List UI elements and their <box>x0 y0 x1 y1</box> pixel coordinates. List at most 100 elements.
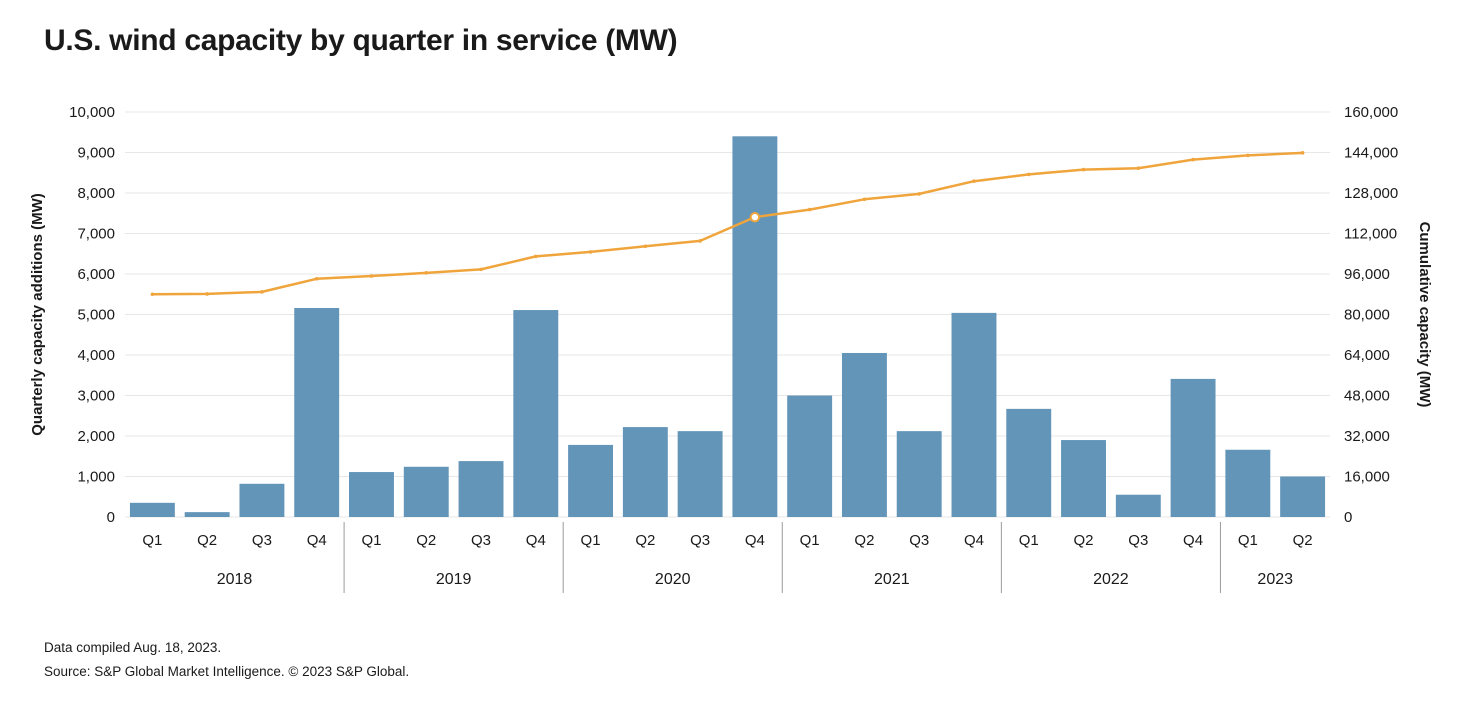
chart-canvas: 0 1,000 2,000 3,000 4,000 5,000 6,000 7,000 8,00… <box>29 104 1433 593</box>
bar-quarterly-additions <box>787 395 833 517</box>
bar-quarterly-additions <box>1115 494 1161 517</box>
footnote-compiled: Data compiled Aug. 18, 2023. <box>44 640 222 655</box>
right-axis-tick-label: 160,000 <box>1344 104 1398 121</box>
bar-quarterly-additions <box>951 312 997 517</box>
line-marker <box>1026 172 1031 177</box>
bar-quarterly-additions <box>1280 476 1326 517</box>
x-axis-quarter-label: Q1 <box>581 532 601 549</box>
line-marker <box>917 192 922 196</box>
line-marker <box>150 292 155 297</box>
line-marker <box>1081 167 1086 172</box>
x-axis-year-label: 2022 <box>1093 571 1129 588</box>
right-axis-tick-label: 96,000 <box>1344 266 1390 283</box>
left-axis-tick-label: 2,000 <box>77 428 115 445</box>
x-axis-quarter-label: Q3 <box>690 532 710 549</box>
line-marker <box>479 267 483 272</box>
line-highlight-marker <box>749 211 761 223</box>
bar-quarterly-additions <box>677 431 723 517</box>
x-axis-year-label: 2020 <box>655 571 691 588</box>
x-axis-quarter-label: Q2 <box>197 532 217 549</box>
x-axis-quarter-label: Q2 <box>416 532 436 549</box>
left-axis-tick-label: 10,000 <box>69 104 115 121</box>
line-marker <box>698 239 702 243</box>
bar-quarterly-additions <box>1061 440 1106 517</box>
bar-quarterly-additions <box>622 427 668 517</box>
bar-quarterly-additions <box>458 461 504 517</box>
left-axis-tick-label: 9,000 <box>77 145 115 162</box>
x-axis-quarter-label: Q3 <box>471 532 491 549</box>
right-axis-tick-label: 0 <box>1344 509 1352 526</box>
right-axis-tick-label: 16,000 <box>1344 469 1390 486</box>
x-axis-quarter-label: Q3 <box>1128 532 1148 549</box>
bar-quarterly-additions <box>1170 378 1216 517</box>
line-marker <box>424 271 429 275</box>
x-axis-quarter-label: Q4 <box>1183 532 1203 549</box>
right-axis-tick-label: 128,000 <box>1344 185 1398 202</box>
line-marker <box>1246 153 1250 158</box>
x-axis-year-label: 2021 <box>874 571 910 588</box>
line-marker <box>643 244 648 249</box>
bar-quarterly-additions <box>294 308 340 517</box>
x-axis-quarter-label: Q4 <box>964 532 984 549</box>
right-axis-tick-label: 64,000 <box>1344 347 1390 364</box>
x-axis-quarter-label: Q2 <box>1074 532 1094 549</box>
bar-quarterly-additions <box>568 444 614 517</box>
line-marker <box>369 274 374 278</box>
bar-quarterly-additions <box>732 136 778 518</box>
bar-quarterly-additions <box>349 472 394 517</box>
line-marker <box>314 277 319 281</box>
left-axis-tick-label: 6,000 <box>77 266 115 283</box>
left-axis-tick-label: 5,000 <box>77 307 115 324</box>
x-axis-quarter-label: Q1 <box>1019 532 1039 549</box>
x-axis-quarter-label: Q1 <box>361 532 381 549</box>
x-axis-quarter-label: Q4 <box>526 532 546 549</box>
x-axis-quarter-label: Q1 <box>800 532 820 549</box>
left-axis-tick-label: 0 <box>107 509 115 526</box>
right-axis-tick-label: 144,000 <box>1344 145 1398 162</box>
bar-quarterly-additions <box>513 310 559 517</box>
line-marker <box>205 292 209 296</box>
left-axis-tick-label: 4,000 <box>77 347 115 364</box>
left-axis-title: Quarterly capacity additions (MW) <box>29 193 46 436</box>
bar-quarterly-additions <box>129 502 175 517</box>
bar-quarterly-additions <box>841 352 887 517</box>
left-axis-tick-label: 7,000 <box>77 226 115 243</box>
line-marker <box>972 179 976 183</box>
bar-quarterly-additions <box>1225 449 1271 517</box>
left-axis-tick-label: 3,000 <box>77 388 115 405</box>
x-axis-year-label: 2018 <box>217 571 253 588</box>
x-axis-quarter-label: Q3 <box>252 532 272 549</box>
x-axis-quarter-label: Q2 <box>635 532 655 549</box>
bar-quarterly-additions <box>403 466 449 517</box>
bar-quarterly-additions <box>239 483 285 517</box>
x-axis-year-label: 2023 <box>1257 571 1293 588</box>
chart-title: U.S. wind capacity by quarter in service… <box>44 24 678 57</box>
right-axis-tick-label: 32,000 <box>1344 428 1390 445</box>
x-axis-quarter-label: Q1 <box>142 532 162 549</box>
line-marker <box>260 290 264 294</box>
line-marker <box>807 207 812 212</box>
line-marker <box>588 250 593 254</box>
x-axis-quarter-label: Q3 <box>909 532 929 549</box>
x-axis-quarter-label: Q2 <box>1293 532 1313 549</box>
right-axis-tick-label: 48,000 <box>1344 388 1390 405</box>
footnote-source: Source: S&P Global Market Intelligence. … <box>44 664 410 680</box>
bar-quarterly-additions <box>1006 408 1052 517</box>
x-axis-year-label: 2019 <box>436 571 472 588</box>
line-marker <box>1136 166 1141 171</box>
x-axis-quarter-label: Q4 <box>307 532 327 549</box>
line-marker <box>533 254 538 259</box>
x-axis-quarter-label: Q1 <box>1238 532 1258 549</box>
bar-quarterly-additions <box>184 512 230 517</box>
left-axis-tick-label: 1,000 <box>77 469 115 486</box>
line-marker <box>1191 157 1195 162</box>
right-axis-title: Cumulative capacity (MW) <box>1416 222 1433 408</box>
line-marker <box>862 197 867 202</box>
chart-footer: Data compiled Aug. 18, 2023. Source: S&P… <box>44 636 409 685</box>
x-axis-quarter-label: Q4 <box>745 532 765 549</box>
cumulative-capacity-line <box>151 151 1304 296</box>
left-axis-tick-label: 8,000 <box>77 185 115 202</box>
line-marker <box>1300 151 1305 155</box>
x-axis-quarter-label: Q2 <box>854 532 874 549</box>
right-axis-tick-label: 80,000 <box>1344 307 1390 324</box>
